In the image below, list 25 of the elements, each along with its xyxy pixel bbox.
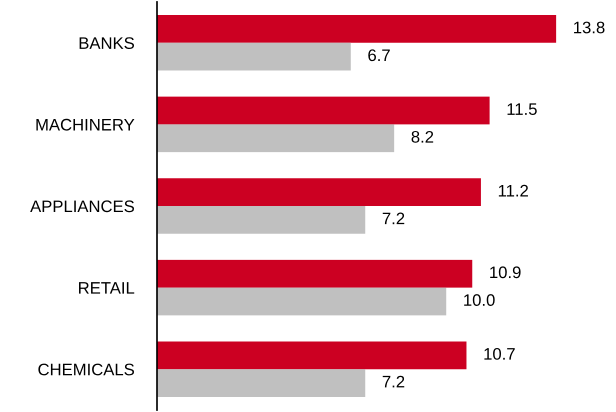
data-label: 8.2 [412, 130, 434, 143]
y-tick-label: APPLIANCES [30, 200, 134, 212]
y-tick-label: CHEMICALS [38, 364, 134, 376]
data-label: 10.0 [464, 294, 495, 306]
bar [157, 42, 351, 71]
bar [157, 178, 481, 206]
data-label: 7.2 [382, 376, 404, 388]
bar [157, 206, 366, 234]
y-tick-label: RETAIL [79, 282, 134, 294]
bar [157, 341, 466, 370]
y-tick-label: BANKS [80, 37, 134, 50]
data-label: 10.9 [490, 266, 521, 278]
bar [157, 124, 394, 152]
data-label: 7.2 [382, 212, 404, 224]
bar [157, 260, 472, 288]
bar [157, 15, 556, 43]
data-label: 11.5 [508, 103, 537, 115]
data-label: 11.2 [498, 184, 528, 196]
data-label: 13.8 [574, 22, 605, 34]
bar [157, 96, 490, 124]
bar [157, 369, 366, 397]
bar [157, 288, 446, 316]
y-tick-label: MACHINERY [36, 118, 134, 131]
data-label: 10.7 [484, 348, 515, 360]
data-label: 6.7 [368, 49, 390, 62]
